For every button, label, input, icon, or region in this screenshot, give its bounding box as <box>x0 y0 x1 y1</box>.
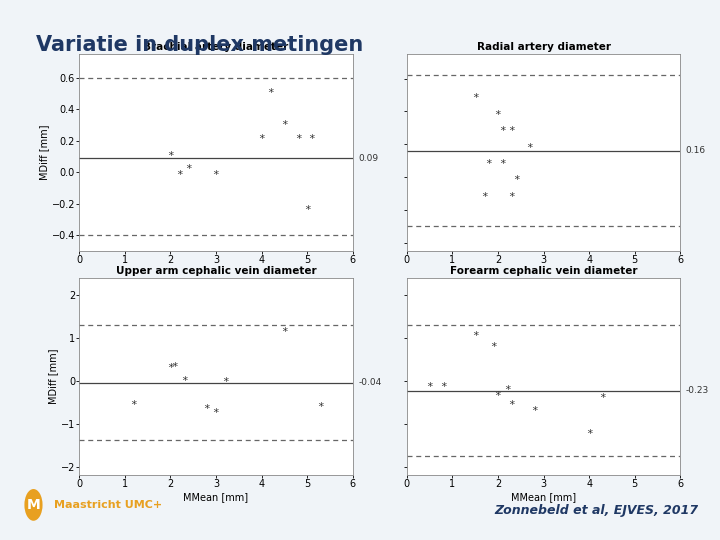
Text: *: * <box>204 404 210 414</box>
Text: *: * <box>281 120 288 130</box>
Text: *: * <box>472 93 479 103</box>
Title: Brachial artery diameter: Brachial artery diameter <box>143 42 289 52</box>
Text: -0.04: -0.04 <box>359 378 382 387</box>
Text: *: * <box>167 363 174 373</box>
Text: *: * <box>586 429 593 440</box>
Text: *: * <box>167 152 174 161</box>
Text: *: * <box>130 400 138 409</box>
Text: Zonnebeld et al, EJVES, 2017: Zonnebeld et al, EJVES, 2017 <box>494 504 698 517</box>
Text: *: * <box>304 205 310 215</box>
Text: *: * <box>222 377 228 387</box>
X-axis label: MMean [mm]: MMean [mm] <box>511 492 576 502</box>
Text: *: * <box>508 126 515 136</box>
Text: *: * <box>258 134 265 144</box>
Text: *: * <box>212 171 220 180</box>
Text: Maastricht UMC+: Maastricht UMC+ <box>54 500 162 510</box>
Text: *: * <box>281 327 288 336</box>
Text: *: * <box>495 110 501 120</box>
Text: *: * <box>176 171 183 180</box>
Text: *: * <box>426 382 433 393</box>
Text: *: * <box>495 391 501 401</box>
Text: *: * <box>212 408 220 418</box>
Text: *: * <box>485 159 492 169</box>
Text: *: * <box>440 382 446 393</box>
Text: Variatie in duplex metingen: Variatie in duplex metingen <box>36 35 364 55</box>
Text: *: * <box>508 192 515 202</box>
Text: *: * <box>318 402 324 411</box>
Text: -0.23: -0.23 <box>686 386 709 395</box>
Text: *: * <box>513 176 520 185</box>
Text: *: * <box>267 89 274 98</box>
Y-axis label: MDiff [mm]: MDiff [mm] <box>48 349 58 404</box>
Text: 0.09: 0.09 <box>359 153 379 163</box>
Text: *: * <box>472 331 479 341</box>
Text: *: * <box>308 134 315 144</box>
Circle shape <box>24 489 42 521</box>
Text: *: * <box>600 393 606 403</box>
Text: *: * <box>181 376 187 386</box>
Title: Forearm cephalic vein diameter: Forearm cephalic vein diameter <box>450 266 637 276</box>
Text: 0.16: 0.16 <box>686 146 706 156</box>
Text: *: * <box>531 406 538 416</box>
X-axis label: MMean [mm]: MMean [mm] <box>184 492 248 502</box>
Text: *: * <box>499 126 506 136</box>
Text: *: * <box>171 362 179 372</box>
Text: *: * <box>504 384 510 395</box>
Text: M: M <box>27 498 40 512</box>
Y-axis label: MDiff [mm]: MDiff [mm] <box>39 125 49 180</box>
Text: *: * <box>490 342 497 352</box>
Text: *: * <box>185 164 192 174</box>
Text: *: * <box>508 400 515 409</box>
Title: Radial artery diameter: Radial artery diameter <box>477 42 611 52</box>
Text: *: * <box>294 134 302 144</box>
Text: *: * <box>481 192 487 202</box>
Title: Upper arm cephalic vein diameter: Upper arm cephalic vein diameter <box>116 266 316 276</box>
Text: *: * <box>526 143 534 153</box>
Text: *: * <box>499 159 506 169</box>
